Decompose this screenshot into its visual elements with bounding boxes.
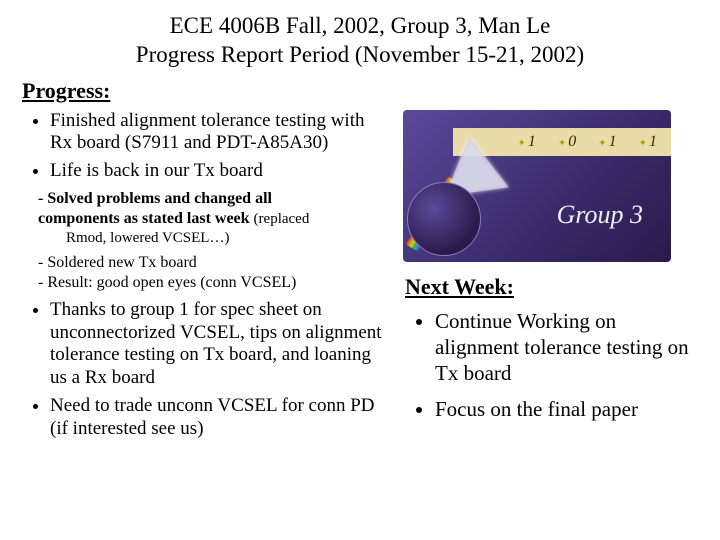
nextweek-bullet: Continue Working on alignment tolerance …: [435, 308, 705, 387]
right-column: 1 0 1 1 Group 3 Next Week: Continue Work…: [395, 110, 715, 446]
sub-line: - Soldered new Tx board: [32, 253, 391, 273]
progress-bullet: Finished alignment tolerance testing wit…: [50, 110, 391, 155]
nextweek-bullet: Focus on the final paper: [435, 396, 705, 422]
progress-bullet: Thanks to group 1 for spec sheet on unco…: [50, 299, 391, 389]
title-line-1: ECE 4006B Fall, 2002, Group 3, Man Le: [0, 12, 720, 41]
disc-icon: [407, 182, 481, 256]
logo-bit: 0: [558, 133, 576, 151]
progress-bullet: Need to trade unconn VCSEL for conn PD (…: [50, 395, 391, 440]
title-line-2: Progress Report Period (November 15-21, …: [0, 41, 720, 70]
group-label: Group 3: [557, 200, 643, 230]
progress-bullet: Life is back in our Tx board: [50, 160, 391, 182]
progress-heading: Progress:: [22, 78, 720, 104]
sub-line: - Solved problems and changed all: [38, 190, 272, 207]
nextweek-heading: Next Week:: [405, 274, 705, 300]
sub-line: components as stated last week: [38, 210, 250, 227]
logo-bit: 1: [639, 133, 657, 151]
sub-line: - Result: good open eyes (conn VCSEL): [32, 273, 391, 293]
sub-note: (replaced: [254, 211, 310, 227]
logo-bit: 1: [517, 133, 535, 151]
left-column: Finished alignment tolerance testing wit…: [0, 110, 395, 446]
progress-subdetail: - Solved problems and changed all compon…: [32, 189, 391, 248]
sub-note-indent: Rmod, lowered VCSEL…): [38, 229, 391, 248]
group-logo-image: 1 0 1 1 Group 3: [403, 110, 671, 262]
logo-bit: 1: [598, 133, 616, 151]
